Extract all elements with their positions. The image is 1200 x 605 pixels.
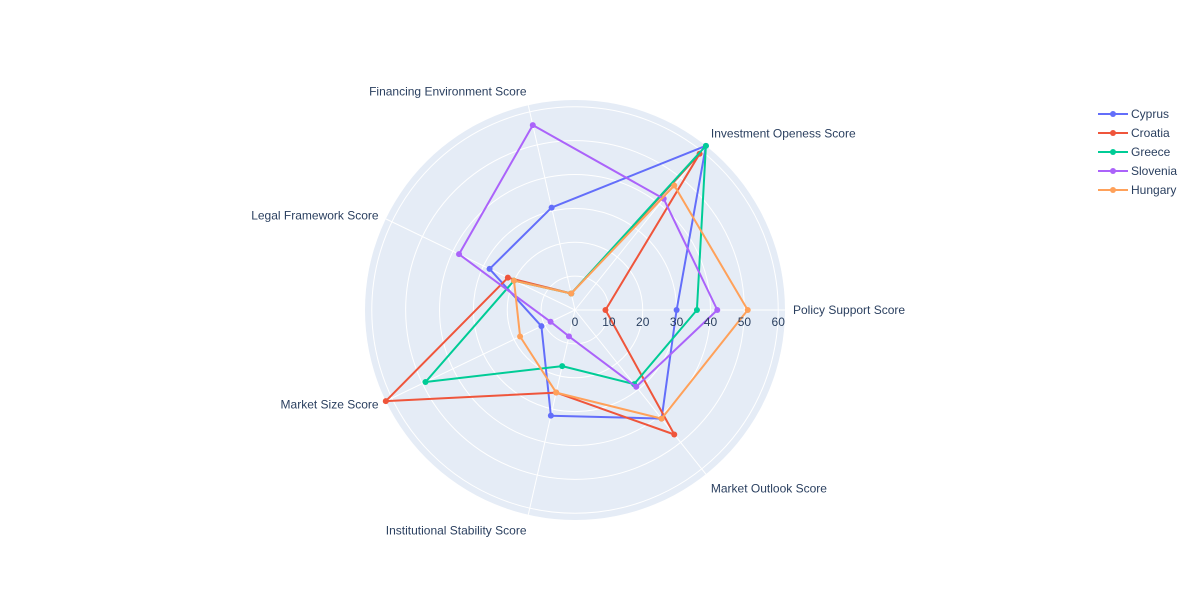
legend-label: Slovenia bbox=[1131, 164, 1177, 178]
series-line bbox=[458, 124, 719, 388]
series-line bbox=[513, 184, 749, 420]
data-point[interactable] bbox=[548, 204, 555, 211]
data-point[interactable] bbox=[633, 383, 640, 390]
legend-item-greece[interactable]: Greece bbox=[1098, 145, 1171, 159]
radial-tick-label: 60 bbox=[772, 315, 786, 329]
data-point[interactable] bbox=[547, 412, 554, 419]
radial-tick-label: 50 bbox=[738, 315, 752, 329]
data-point[interactable] bbox=[504, 274, 511, 281]
axis-label: Institutional Stability Score bbox=[386, 524, 527, 538]
data-point[interactable] bbox=[658, 415, 665, 422]
axis-spoke bbox=[574, 145, 707, 311]
radial-tick-label: 10 bbox=[602, 315, 616, 329]
data-point[interactable] bbox=[529, 122, 536, 129]
legend: Cyprus Croatia Greece Slovenia Hungary bbox=[1098, 107, 1177, 197]
data-point[interactable] bbox=[538, 323, 545, 330]
radial-tick-label: 30 bbox=[670, 315, 684, 329]
legend-label: Greece bbox=[1131, 145, 1171, 159]
data-point[interactable] bbox=[422, 379, 429, 386]
radial-tick-labels: 0 10 20 30 40 50 60 bbox=[572, 315, 786, 329]
legend-marker-swatch bbox=[1110, 168, 1116, 174]
axis-label: Market Size Score bbox=[281, 398, 379, 412]
axis-label: Investment Openess Score bbox=[711, 127, 856, 141]
legend-item-cyprus[interactable]: Cyprus bbox=[1098, 107, 1169, 121]
data-point[interactable] bbox=[553, 389, 560, 396]
series-layer bbox=[382, 122, 751, 438]
legend-marker-swatch bbox=[1110, 130, 1116, 136]
data-point[interactable] bbox=[382, 398, 389, 405]
legend-item-hungary[interactable]: Hungary bbox=[1098, 183, 1176, 197]
legend-label: Croatia bbox=[1131, 126, 1170, 140]
series-line bbox=[424, 144, 707, 386]
legend-marker-swatch bbox=[1110, 187, 1116, 193]
data-point[interactable] bbox=[744, 307, 751, 313]
data-point[interactable] bbox=[559, 363, 566, 370]
legend-marker-swatch bbox=[1110, 111, 1116, 117]
axis-spoke bbox=[385, 218, 576, 311]
data-point[interactable] bbox=[671, 431, 678, 438]
radial-tick-label: 0 bbox=[572, 315, 579, 329]
data-point[interactable] bbox=[565, 333, 572, 340]
axis-spoke bbox=[574, 309, 707, 475]
data-point[interactable] bbox=[486, 265, 493, 272]
data-point[interactable] bbox=[693, 307, 700, 313]
data-point[interactable] bbox=[673, 307, 680, 313]
axis-label: Policy Support Score bbox=[793, 303, 905, 317]
legend-item-croatia[interactable]: Croatia bbox=[1098, 126, 1170, 140]
legend-label: Cyprus bbox=[1131, 107, 1169, 121]
axis-label: Legal Framework Score bbox=[251, 208, 379, 222]
axis-labels: Policy Support Score Market Outlook Score… bbox=[251, 85, 905, 538]
legend-marker-swatch bbox=[1110, 149, 1116, 155]
legend-label: Hungary bbox=[1131, 183, 1176, 197]
radial-tick-label: 40 bbox=[704, 315, 718, 329]
axis-spoke bbox=[527, 309, 576, 515]
axis-label: Market Outlook Score bbox=[711, 481, 827, 495]
series-hungary bbox=[510, 182, 751, 422]
data-point[interactable] bbox=[510, 277, 517, 284]
data-point[interactable] bbox=[714, 307, 721, 313]
legend-item-slovenia[interactable]: Slovenia bbox=[1098, 164, 1177, 178]
radial-tick-label: 20 bbox=[636, 315, 650, 329]
data-point[interactable] bbox=[671, 182, 678, 189]
data-point[interactable] bbox=[568, 290, 575, 297]
data-point[interactable] bbox=[517, 333, 524, 340]
data-point[interactable] bbox=[456, 251, 463, 258]
data-point[interactable] bbox=[602, 307, 609, 313]
series-slovenia bbox=[456, 122, 721, 390]
axis-label: Financing Environment Score bbox=[369, 85, 527, 99]
data-point[interactable] bbox=[547, 318, 554, 325]
data-point[interactable] bbox=[702, 142, 709, 149]
